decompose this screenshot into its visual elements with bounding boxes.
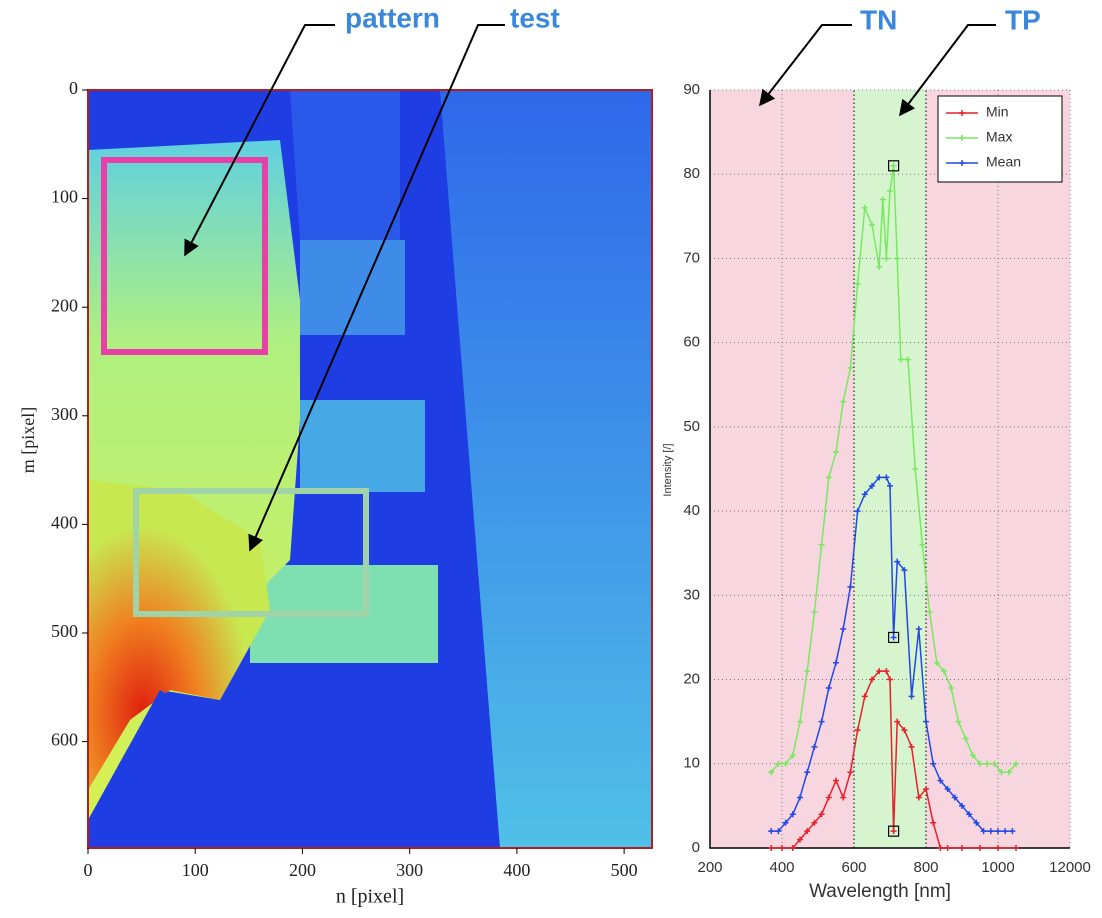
- x-tick-label: 300: [396, 860, 423, 880]
- legend-label: Min: [986, 104, 1009, 120]
- legend-label: Max: [986, 129, 1012, 145]
- x-axis-label: n [pixel]: [336, 886, 404, 908]
- y-tick-label: 300: [51, 404, 78, 424]
- x-tick-label: 200: [697, 859, 722, 876]
- x-tick-label: 500: [611, 860, 638, 880]
- x-tick-label: 200: [289, 860, 316, 880]
- figure: pattern test TN TP m [pixel] n [pixel] I…: [0, 0, 1102, 918]
- page: pattern test TN TP m [pixel] n [pixel] I…: [0, 0, 1102, 918]
- y-tick-label: 80: [683, 165, 700, 182]
- y-tick-label: 400: [51, 513, 78, 533]
- y-tick-label: 10: [683, 755, 700, 772]
- annotation: TP: [1005, 4, 1041, 35]
- annotation: pattern: [345, 2, 440, 33]
- y-tick-label: 20: [683, 671, 700, 688]
- x-tick-label: 1000: [981, 859, 1014, 876]
- y-tick-label: 60: [683, 334, 700, 351]
- y-tick-label: 90: [683, 81, 700, 98]
- x-tick-label: 100: [182, 860, 209, 880]
- x-tick-label: 0: [84, 860, 93, 880]
- y-tick-label: 40: [683, 502, 700, 519]
- x-tick-label: 400: [503, 860, 530, 880]
- y-axis-label: m [pixel]: [18, 407, 38, 473]
- y-tick-label: 70: [683, 249, 700, 266]
- y-tick-label: 600: [51, 730, 78, 750]
- annotation: TN: [860, 4, 897, 35]
- annotation: test: [510, 2, 560, 33]
- y-tick-label: 0: [692, 839, 700, 856]
- y-tick-label: 30: [683, 586, 700, 603]
- x-tick-label: 600: [841, 859, 866, 876]
- x-tick-label: 400: [769, 859, 794, 876]
- heatmap-image: [88, 90, 652, 848]
- legend-label: Mean: [986, 154, 1021, 170]
- x-axis-label: Wavelength [nm]: [809, 881, 951, 902]
- y-axis-label: Intensity [/]: [662, 443, 674, 496]
- x-tick-label: 800: [913, 859, 938, 876]
- y-tick-label: 100: [51, 187, 78, 207]
- x-tick-label: 12000: [1049, 859, 1091, 876]
- y-tick-label: 0: [69, 78, 78, 98]
- y-tick-label: 500: [51, 621, 78, 641]
- y-tick-label: 50: [683, 418, 700, 435]
- y-tick-label: 200: [51, 295, 78, 315]
